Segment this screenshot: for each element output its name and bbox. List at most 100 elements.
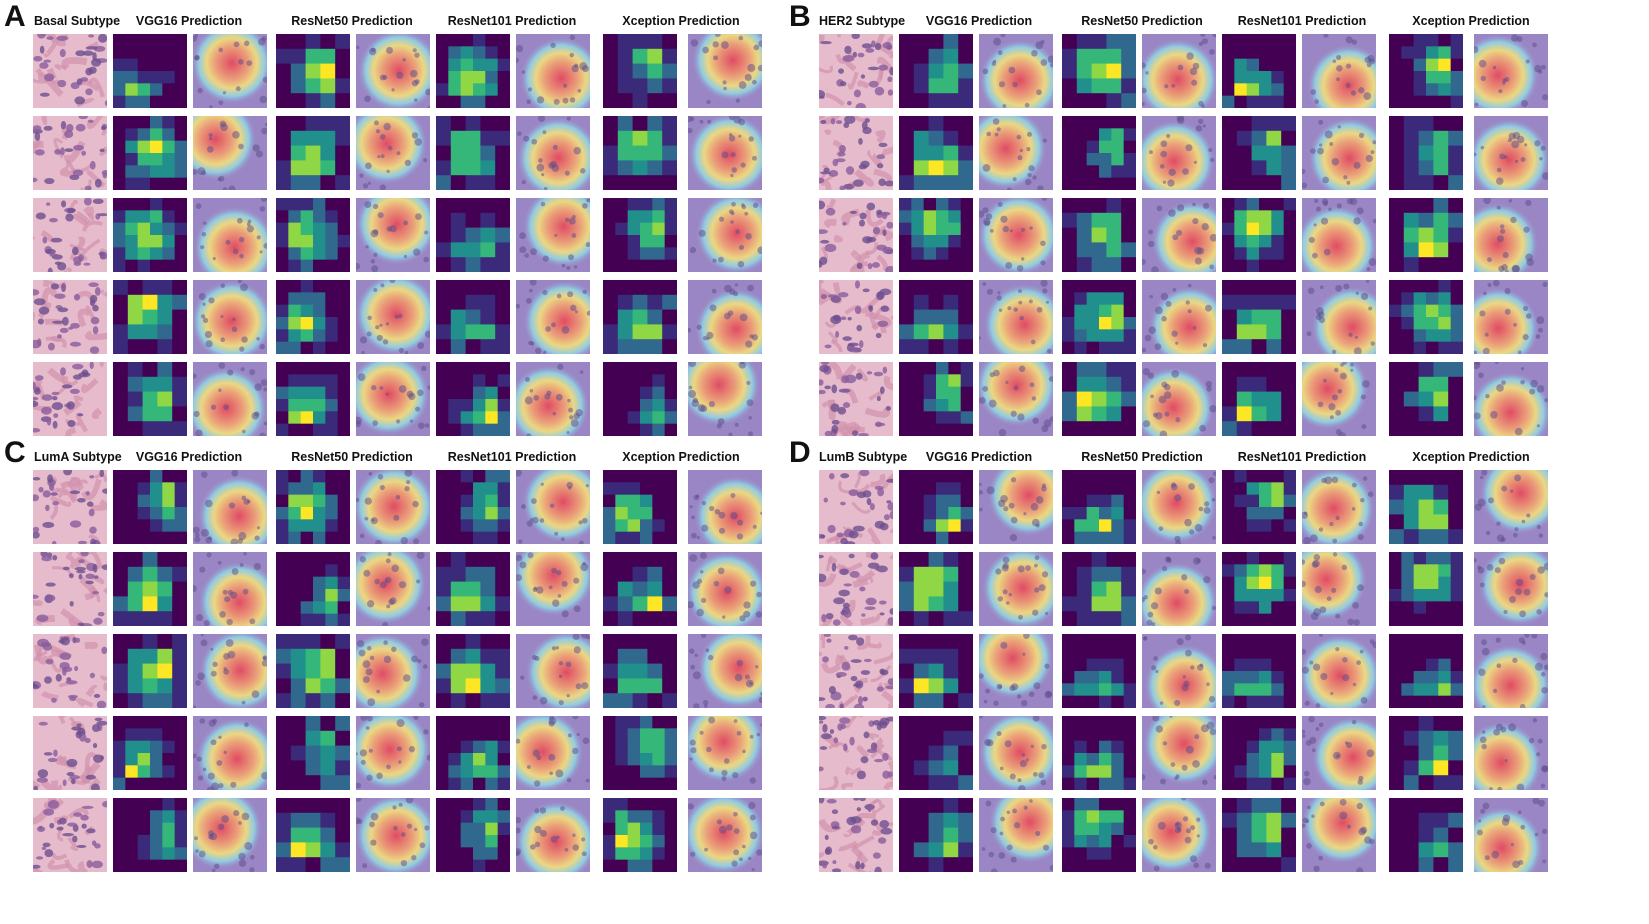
overlay — [1302, 280, 1376, 354]
model-header-vgg16: VGG16 Prediction — [135, 14, 243, 28]
heatmap — [603, 280, 677, 354]
heatmap — [276, 198, 350, 272]
histology-patch — [33, 716, 107, 790]
histology-patch — [819, 34, 893, 108]
overlay — [1474, 634, 1548, 708]
heatmap — [113, 116, 187, 190]
heatmap — [1222, 280, 1296, 354]
histology-patch — [819, 634, 893, 708]
heatmap — [1062, 552, 1136, 626]
heatmap — [1062, 116, 1136, 190]
panel-c: C LumA Subtype VGG16 Prediction ResNet50 Pr… — [0, 436, 775, 872]
overlay — [688, 280, 762, 354]
heatmap — [1389, 34, 1463, 108]
overlay — [1302, 34, 1376, 108]
heatmap — [1062, 634, 1136, 708]
overlay — [1142, 798, 1216, 872]
heatmap — [899, 552, 973, 626]
heatmap — [436, 798, 510, 872]
overlay — [979, 552, 1053, 626]
histology-patch — [33, 34, 107, 108]
model-header-resnet101: ResNet101 Prediction — [1237, 14, 1367, 28]
panel-letter: C — [4, 436, 26, 469]
histology-patch — [819, 362, 893, 436]
heatmap — [899, 280, 973, 354]
overlay — [356, 34, 430, 108]
overlay — [1474, 470, 1548, 544]
heatmap — [603, 716, 677, 790]
overlay — [193, 552, 267, 626]
histology-patch — [33, 116, 107, 190]
overlay — [193, 34, 267, 108]
heatmap — [1062, 716, 1136, 790]
heatmap — [113, 362, 187, 436]
panel-a: A Basal Subtype VGG16 Prediction ResNet50 P… — [0, 0, 772, 436]
heatmap — [113, 470, 187, 544]
overlay — [193, 116, 267, 190]
overlay — [356, 716, 430, 790]
overlay — [979, 34, 1053, 108]
heatmap — [276, 280, 350, 354]
model-header-xception: Xception Prediction — [622, 14, 740, 28]
overlay — [1142, 362, 1216, 436]
histology-patch — [33, 280, 107, 354]
heatmap — [436, 552, 510, 626]
overlay — [1302, 716, 1376, 790]
panel-b: B HER2 Subtype VGG16 Prediction ResNet50 Pr… — [785, 0, 1565, 436]
histology-patch — [819, 552, 893, 626]
overlay — [516, 34, 590, 108]
overlay — [516, 634, 590, 708]
heatmap — [603, 798, 677, 872]
heatmap — [899, 34, 973, 108]
heatmap — [899, 798, 973, 872]
overlay — [516, 280, 590, 354]
panel-letter: D — [789, 436, 811, 469]
heatmap — [113, 34, 187, 108]
model-header-resnet50: ResNet50 Prediction — [1081, 450, 1203, 464]
overlay — [1474, 798, 1548, 872]
heatmap — [276, 634, 350, 708]
overlay — [688, 470, 762, 544]
overlay — [356, 634, 430, 708]
heatmap — [436, 198, 510, 272]
heatmap — [899, 470, 973, 544]
overlay — [979, 798, 1053, 872]
histology-patch — [33, 634, 107, 708]
histology-patch — [819, 280, 893, 354]
panel-letter: B — [789, 0, 811, 33]
heatmap — [899, 716, 973, 790]
overlay — [688, 798, 762, 872]
heatmap — [1222, 634, 1296, 708]
overlay — [516, 716, 590, 790]
overlay — [688, 198, 762, 272]
heatmap — [1222, 470, 1296, 544]
heatmap — [276, 798, 350, 872]
heatmap — [436, 34, 510, 108]
heatmap — [1389, 198, 1463, 272]
overlay — [193, 716, 267, 790]
overlay — [1474, 552, 1548, 626]
overlay — [1302, 362, 1376, 436]
heatmap — [113, 798, 187, 872]
overlay — [1474, 716, 1548, 790]
heatmap — [276, 34, 350, 108]
overlay — [1302, 198, 1376, 272]
heatmap — [436, 716, 510, 790]
heatmap — [276, 362, 350, 436]
overlay — [356, 798, 430, 872]
heatmap — [1222, 716, 1296, 790]
heatmap — [899, 198, 973, 272]
heatmap — [1222, 34, 1296, 108]
subtype-label: HER2 Subtype — [819, 14, 906, 28]
heatmap — [1389, 470, 1463, 544]
overlay — [1142, 116, 1216, 190]
overlay — [1474, 198, 1548, 272]
heatmap — [436, 362, 510, 436]
overlay — [979, 634, 1053, 708]
model-header-resnet50: ResNet50 Prediction — [291, 450, 413, 464]
overlay — [1302, 552, 1376, 626]
heatmap — [603, 552, 677, 626]
overlay — [356, 280, 430, 354]
overlay — [1142, 198, 1216, 272]
overlay — [1474, 280, 1548, 354]
